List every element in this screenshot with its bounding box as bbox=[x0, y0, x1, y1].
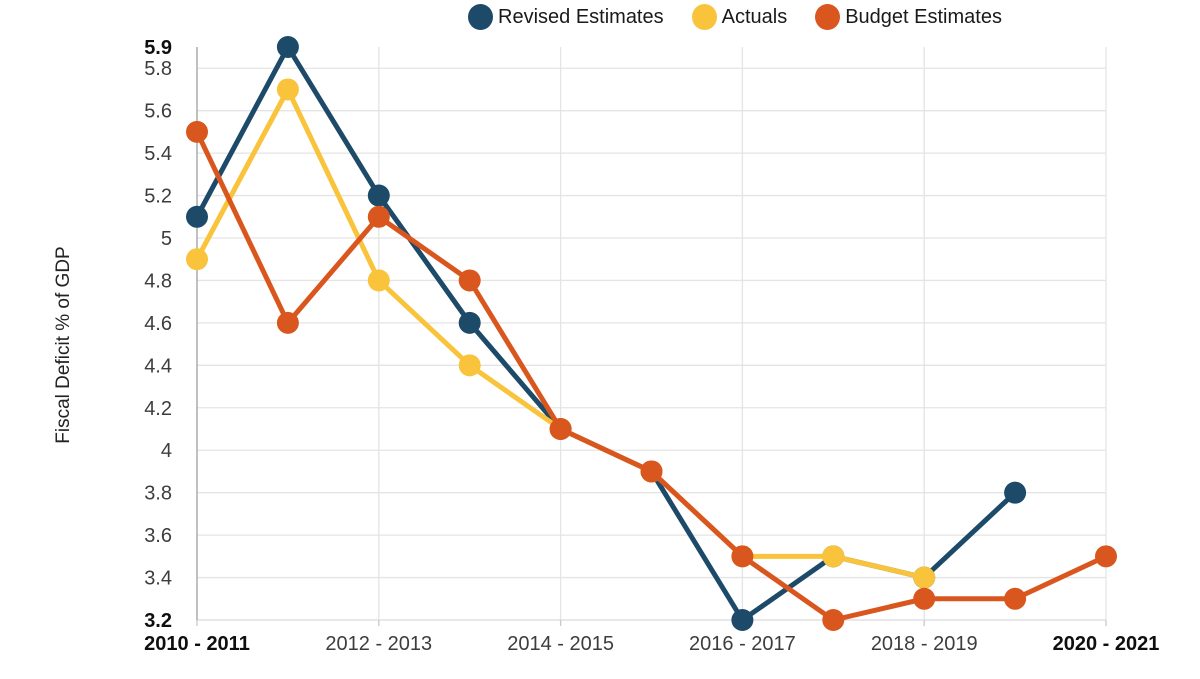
data-point-budget-estimates-2 bbox=[367, 205, 390, 228]
legend-label: Actuals bbox=[721, 6, 788, 28]
x-tick-label-4: 2014 - 2015 bbox=[507, 633, 614, 655]
y-tick-label-4.6: 4.6 bbox=[144, 313, 172, 335]
y-axis-title: Fiscal Deficit % of GDP bbox=[53, 246, 74, 443]
legend-item-budget-estimates: Budget Estimates bbox=[815, 4, 1002, 30]
data-point-revised-estimates-6 bbox=[731, 609, 754, 631]
data-point-budget-estimates-3 bbox=[458, 269, 481, 292]
y-tick-label-5.2: 5.2 bbox=[144, 186, 172, 208]
data-point-budget-estimates-5 bbox=[640, 460, 663, 483]
legend-dot-actuals bbox=[691, 4, 717, 30]
x-tick-label-10: 2020 - 2021 bbox=[1053, 633, 1160, 655]
data-point-actuals-2 bbox=[367, 269, 390, 292]
y-tick-label-4.4: 4.4 bbox=[144, 355, 172, 377]
y-tick-label-5.4: 5.4 bbox=[144, 143, 172, 165]
data-point-actuals-0 bbox=[186, 248, 208, 271]
y-tick-label-4.2: 4.2 bbox=[144, 398, 172, 420]
y-tick-label-3.4: 3.4 bbox=[144, 568, 172, 590]
legend-item-revised-estimates: Revised Estimates bbox=[468, 4, 664, 30]
series-lines bbox=[186, 36, 1117, 631]
y-axis-tick-labels: 5.95.8 5.6 5.4 5.2 5 4.8 4.6 4.4 4.2 4 3.8 3.6 3.4 3.… bbox=[144, 37, 172, 632]
data-point-actuals-1 bbox=[276, 78, 299, 101]
data-point-budget-estimates-0 bbox=[186, 120, 208, 143]
y-tick-label-3.6: 3.6 bbox=[144, 525, 172, 547]
series-line-budget-estimates bbox=[194, 129, 1109, 623]
y-tick-label-3.2: 3.2 bbox=[144, 610, 172, 632]
data-point-revised-estimates-9 bbox=[1004, 481, 1027, 504]
data-point-budget-estimates-6 bbox=[731, 545, 754, 568]
data-point-budget-estimates-9 bbox=[1004, 587, 1027, 610]
legend-label: Budget Estimates bbox=[845, 6, 1002, 28]
data-point-revised-estimates-3 bbox=[458, 311, 481, 334]
series-line-revised-estimates bbox=[194, 44, 1018, 623]
data-point-revised-estimates-2 bbox=[367, 184, 390, 207]
data-point-actuals-8 bbox=[913, 566, 936, 589]
legend-item-actuals: Actuals bbox=[691, 4, 788, 30]
data-point-revised-estimates-1 bbox=[276, 36, 299, 58]
data-point-budget-estimates-8 bbox=[913, 587, 936, 610]
y-tick-label-5.6: 5.6 bbox=[144, 101, 172, 123]
axes bbox=[196, 47, 1107, 626]
chart-legend: Revised Estimates Actuals Budget Estimates bbox=[468, 4, 1002, 30]
data-point-budget-estimates-1 bbox=[276, 311, 299, 334]
y-tick-label-3.8: 3.8 bbox=[144, 483, 172, 505]
x-tick-label-0: 2010 - 2011 bbox=[144, 633, 250, 655]
data-point-budget-estimates-10 bbox=[1095, 545, 1117, 568]
x-tick-label-8: 2018 - 2019 bbox=[871, 633, 978, 655]
legend-dot-revised-estimates bbox=[468, 4, 493, 30]
x-tick-label-2: 2012 - 2013 bbox=[325, 633, 432, 655]
data-point-actuals-3 bbox=[458, 354, 481, 377]
legend-dot-budget-estimates bbox=[815, 4, 841, 30]
x-axis-tick-labels: 2010 - 2011 2012 - 2013 2014 - 2015 2016 - … bbox=[144, 633, 1159, 655]
x-tick-label-6: 2016 - 2017 bbox=[689, 633, 796, 655]
y-tick-label-5.8: 5.8 bbox=[144, 58, 172, 80]
horizontal-gridlines bbox=[197, 67, 1106, 621]
y-tick-label-5: 5 bbox=[161, 228, 172, 250]
y-tick-label-5.9: 5.9 bbox=[144, 37, 172, 59]
data-point-revised-estimates-0 bbox=[186, 205, 208, 228]
legend-label: Revised Estimates bbox=[498, 6, 664, 28]
y-tick-label-4: 4 bbox=[161, 440, 172, 462]
y-tick-label-4.8: 4.8 bbox=[144, 270, 172, 292]
data-point-actuals-7 bbox=[822, 545, 845, 568]
data-point-budget-estimates-7 bbox=[822, 609, 845, 631]
vertical-gridlines bbox=[378, 47, 1107, 620]
data-point-budget-estimates-4 bbox=[549, 418, 572, 440]
